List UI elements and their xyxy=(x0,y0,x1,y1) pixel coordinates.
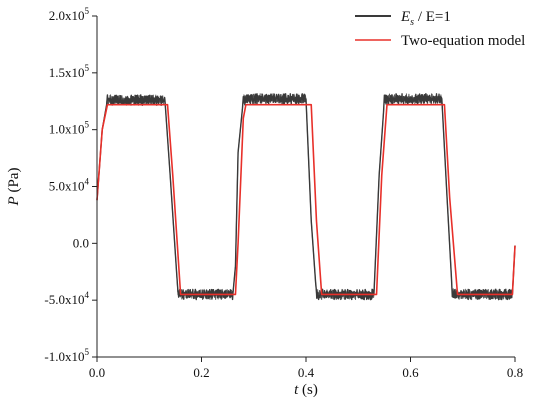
x-tick-label: 0.4 xyxy=(298,365,315,380)
legend-label-base: E xyxy=(400,9,410,25)
x-tick-label: 0.2 xyxy=(193,365,209,380)
y-tick-label: 0.0 xyxy=(73,235,89,250)
plot-area xyxy=(96,93,516,301)
y-tick-label: -5.0x104 xyxy=(44,290,89,307)
y-tick-exponent: 5 xyxy=(85,6,90,16)
y-tick-exponent: 5 xyxy=(85,120,90,130)
legend-label: Two-equation model xyxy=(401,33,525,49)
x-axis-label: t (s) xyxy=(294,382,318,398)
series-es-e-1 xyxy=(96,93,516,301)
y-tick-exponent: 4 xyxy=(85,290,90,300)
y-axis-label: P (Pa) xyxy=(6,168,22,207)
series-line xyxy=(96,93,516,301)
y-tick-label: 1.0x105 xyxy=(49,120,90,137)
y-axis-symbol: P xyxy=(6,196,22,206)
x-tick-label: 0.6 xyxy=(402,365,419,380)
x-axis-symbol: t xyxy=(294,382,299,398)
y-tick-exponent: 4 xyxy=(85,177,90,187)
x-tick-label: 0.0 xyxy=(89,365,105,380)
y-tick-label: 1.5x105 xyxy=(49,63,90,80)
series-two-equation-model xyxy=(96,103,516,296)
y-tick-label: 2.0x105 xyxy=(49,6,90,23)
y-tick-mantissa: -5.0x10 xyxy=(44,292,84,307)
legend-label: Es / E=1 xyxy=(400,9,451,28)
y-tick-mantissa: 1.0x10 xyxy=(49,122,85,137)
y-tick-mantissa: 0.0 xyxy=(73,235,89,250)
y-tick-mantissa: -1.0x10 xyxy=(44,349,84,364)
series-line-band xyxy=(96,93,516,301)
legend-item: Two-equation model xyxy=(355,33,525,49)
y-axis-unit: (Pa) xyxy=(6,168,22,197)
legend-label-subscript: s xyxy=(410,17,414,28)
y-tick-exponent: 5 xyxy=(85,63,90,73)
y-tick-label: 5.0x104 xyxy=(49,177,90,194)
legend-label-base: Two-equation model xyxy=(401,33,525,49)
axes: 0.0 0.2 0.4 0.6 0.8-1.0x105-5.0x1040.05.0x10… xyxy=(6,6,523,398)
x-axis-unit: (s) xyxy=(298,382,318,398)
y-tick-mantissa: 2.0x10 xyxy=(49,8,85,23)
series-line xyxy=(96,103,516,296)
x-tick-label: 0.8 xyxy=(507,365,523,380)
y-tick-mantissa: 1.5x10 xyxy=(49,65,85,80)
y-tick-exponent: 5 xyxy=(85,347,90,357)
legend: Es / E=1 Two-equation model xyxy=(355,9,525,49)
legend-item: Es / E=1 xyxy=(355,9,451,28)
y-tick-label: -1.0x105 xyxy=(44,347,89,364)
y-tick-mantissa: 5.0x10 xyxy=(49,179,85,194)
legend-label-rest: / E=1 xyxy=(414,9,451,25)
